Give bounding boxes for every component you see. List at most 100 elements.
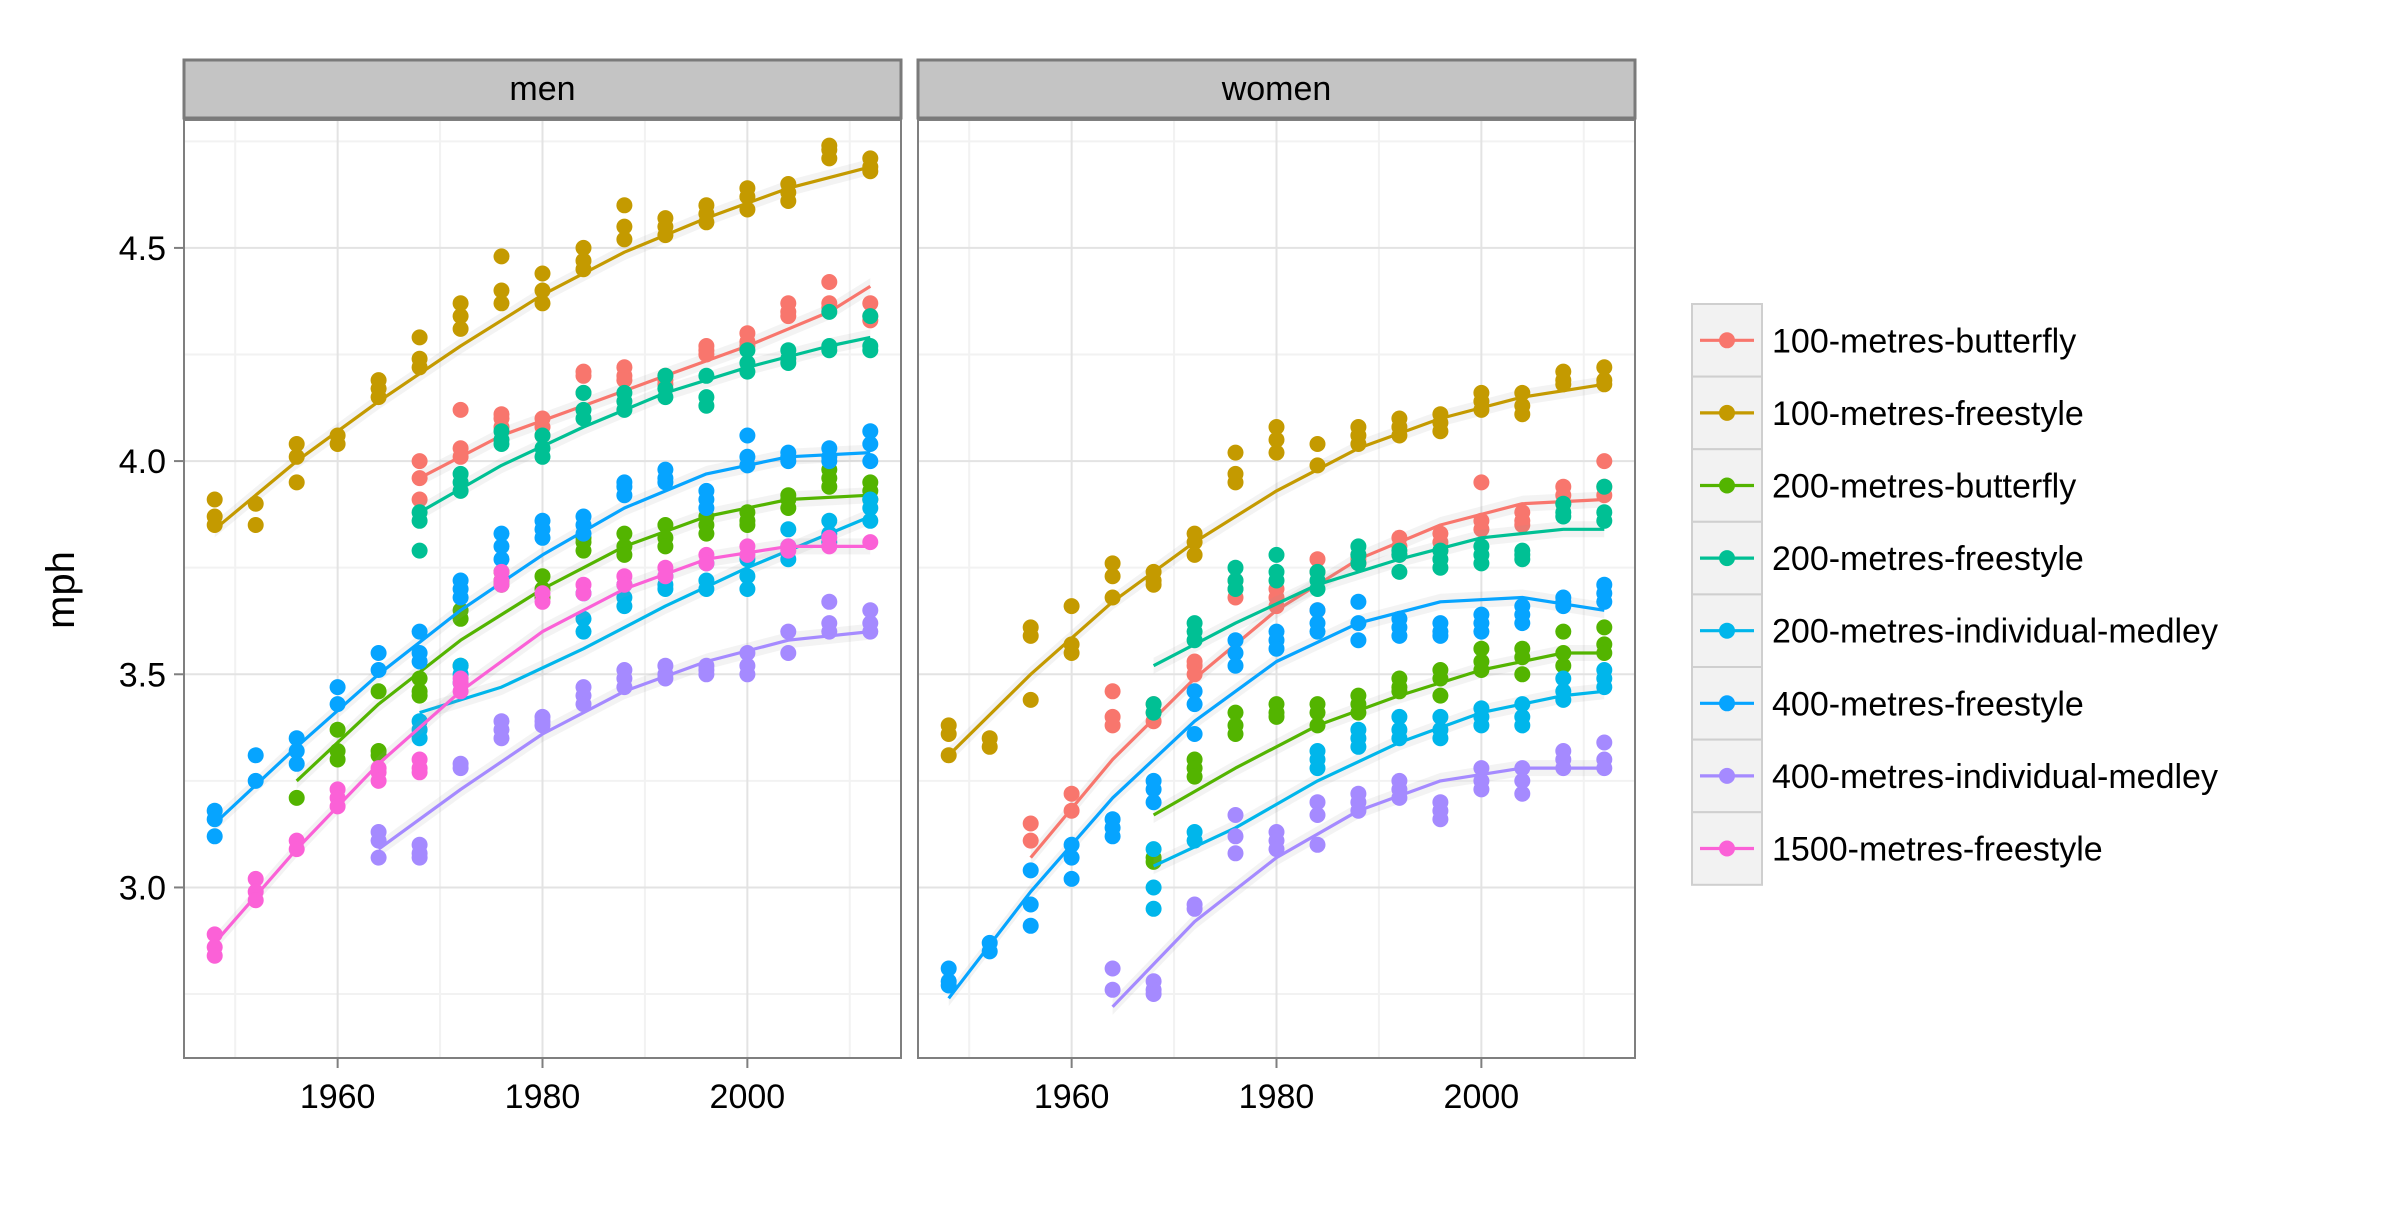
data-point (1186, 832, 1203, 849)
data-point (288, 755, 305, 772)
data-point (1391, 427, 1408, 444)
data-point (739, 201, 756, 218)
data-point (739, 188, 756, 205)
data-point (534, 568, 551, 585)
data-point (616, 218, 633, 235)
x-tick-label: 2000 (710, 1078, 786, 1116)
data-point (1227, 845, 1244, 862)
data-point (411, 329, 428, 346)
data-point (1555, 598, 1572, 615)
data-point (1596, 512, 1613, 529)
data-point (206, 811, 223, 828)
data-point (1227, 726, 1244, 742)
data-point (1473, 623, 1490, 640)
data-point (821, 623, 838, 640)
data-point (1596, 593, 1613, 610)
data-point (370, 645, 387, 661)
data-point (1514, 666, 1531, 683)
data-point (1186, 900, 1203, 917)
data-point (739, 666, 756, 683)
data-point (1227, 474, 1244, 491)
data-point (370, 683, 387, 700)
data-point (698, 214, 715, 231)
data-point (940, 726, 957, 742)
data-point (739, 546, 756, 563)
data-point (1432, 627, 1449, 644)
data-point (862, 512, 879, 529)
legend-key-point (1719, 840, 1735, 857)
data-point (1268, 640, 1285, 657)
data-point (534, 593, 551, 610)
data-point (1514, 785, 1531, 802)
data-point (1473, 521, 1490, 538)
data-point (1350, 704, 1367, 721)
y-tick-label: 3.5 (119, 656, 166, 694)
data-point (739, 581, 756, 597)
data-point (452, 308, 469, 325)
data-point (575, 696, 592, 713)
series-200-metres-butterfly (288, 461, 879, 806)
legend-label: 400-metres-freestyle (1772, 685, 2084, 723)
series-400-metres-freestyle (940, 576, 1613, 1007)
data-point (739, 457, 756, 474)
legend-label: 200-metres-freestyle (1772, 540, 2084, 578)
data-point (534, 717, 551, 734)
x-tick-label: 1960 (300, 1078, 376, 1116)
data-point (206, 491, 223, 508)
data-point (780, 623, 797, 640)
facet-strip (182, 58, 903, 120)
data-point (1555, 645, 1572, 661)
x-tick-label: 1980 (1239, 1078, 1315, 1116)
data-point (1432, 423, 1449, 440)
data-point (739, 342, 756, 359)
legend-item: 200-metres-individual-medley (1691, 593, 2218, 669)
data-point (821, 593, 838, 610)
data-point (370, 849, 387, 866)
data-point (411, 453, 428, 470)
data-point (698, 581, 715, 597)
data-point (411, 470, 428, 487)
legend-key-point (1719, 404, 1735, 421)
data-point (1063, 836, 1080, 853)
data-point (862, 308, 879, 325)
data-point (657, 474, 674, 491)
data-point (575, 610, 592, 627)
legend-label: 200-metres-butterfly (1772, 468, 2076, 506)
data-point (1596, 453, 1613, 470)
data-point (411, 542, 428, 559)
data-point (1350, 615, 1367, 632)
trend-line (295, 493, 871, 783)
data-point (1145, 576, 1162, 593)
data-point (1227, 704, 1244, 721)
data-point (493, 525, 510, 542)
data-point (1104, 717, 1121, 734)
data-point (1432, 670, 1449, 687)
data-point (329, 751, 346, 768)
data-point (1514, 406, 1531, 423)
data-point (1514, 760, 1531, 777)
data-point (1104, 555, 1121, 572)
data-point (1063, 785, 1080, 802)
data-point (206, 828, 223, 845)
data-point (1514, 649, 1531, 666)
data-point (206, 517, 223, 533)
legend-item: 200-metres-butterfly (1691, 448, 2076, 523)
data-point (1268, 708, 1285, 725)
data-point (1145, 879, 1162, 896)
data-point (534, 265, 551, 282)
data-point (616, 487, 633, 504)
data-point (534, 448, 551, 465)
data-point (657, 517, 674, 533)
data-point (1145, 704, 1162, 721)
data-point (411, 730, 428, 747)
data-point (1104, 568, 1121, 585)
data-point (534, 529, 551, 546)
data-point (1473, 760, 1490, 777)
data-point (1350, 632, 1367, 649)
data-point (370, 772, 387, 789)
data-point (575, 623, 592, 640)
data-point (780, 645, 797, 661)
data-point (1227, 807, 1244, 823)
